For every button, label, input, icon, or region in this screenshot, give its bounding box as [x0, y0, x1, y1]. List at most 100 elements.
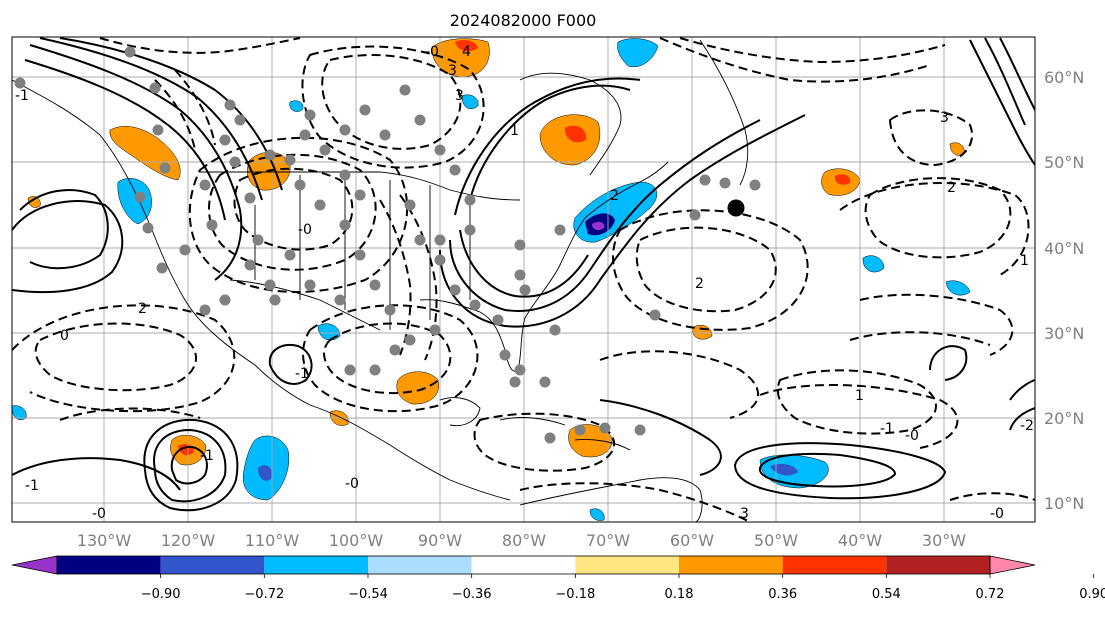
- solid-contour-arctic-east-2: [984, 37, 1026, 126]
- dashed-contour-east-us-1: [379, 199, 412, 356]
- colorbar-tick-label: 0.54: [872, 587, 901, 602]
- observation-dot: [334, 294, 346, 306]
- lon-label: 100°W: [329, 531, 384, 550]
- observation-dot: [514, 239, 526, 251]
- dashed-contour-north-canada-2: [301, 45, 485, 169]
- solid-contour-trop-pac-high-1: [153, 428, 227, 503]
- solid-contour-ridge-west-2: [24, 59, 226, 221]
- shade-blue-pnw: [117, 178, 152, 225]
- colorbar-tick-label: −0.54: [348, 587, 388, 602]
- shade-blue-small-6: [461, 94, 479, 109]
- colorbar-extend-left: [11, 555, 58, 575]
- observation-dot: [179, 244, 191, 256]
- dashed-contour-trop-pac-1: [59, 407, 201, 421]
- observation-dot: [389, 344, 401, 356]
- observation-dot: [492, 314, 504, 326]
- observation-dot: [399, 84, 411, 96]
- shade-red-north: [455, 40, 478, 52]
- observation-dot: [544, 432, 556, 444]
- solid-contour-trop-atl-high-1: [733, 442, 947, 500]
- solid-contour-mexico-low: [268, 344, 313, 385]
- observation-dot: [369, 364, 381, 376]
- observation-dot: [299, 129, 311, 141]
- dashed-contour-south-1: [519, 482, 751, 522]
- latitude-labels: 60°N 50°N 40°N 30°N 20°N 10°N: [1044, 68, 1084, 513]
- dashed-contour-atl-low-2: [864, 177, 1012, 259]
- observation-dot: [339, 169, 351, 181]
- shade-orange-gulf: [396, 371, 440, 405]
- lon-label: 50°W: [754, 531, 798, 550]
- observation-dot: [369, 279, 381, 291]
- dashed-contour-trough-west-1: [154, 69, 216, 151]
- dashed-contour-north-east-2: [679, 37, 946, 64]
- colorbar-tick-label: 0.36: [768, 587, 797, 602]
- contour-label: 3: [740, 506, 749, 522]
- observation-dot: [234, 114, 246, 126]
- colorbar-segment: [782, 556, 887, 574]
- solid-contour-trop-pac-south: [12, 457, 181, 491]
- observation-dot: [152, 124, 164, 136]
- dashed-contour-gulf-2: [302, 304, 479, 413]
- contour-label: 2: [610, 188, 619, 204]
- solid-contour-high-east-coast-3: [449, 119, 761, 312]
- observation-dot: [199, 179, 211, 191]
- coast-northeast: [584, 161, 669, 219]
- colorbar-tick-label: 0.90: [1079, 587, 1105, 602]
- dashed-contour-us-low-3: [188, 136, 409, 293]
- observation-dot: [269, 294, 281, 306]
- solid-contour-pacific-low-2: [12, 200, 124, 294]
- dashed-contour-us-low-1: [233, 167, 354, 251]
- lon-label: 60°W: [670, 531, 714, 550]
- observation-dot: [464, 194, 476, 206]
- observation-dot: [379, 129, 391, 141]
- dashed-contour-south-2: [949, 492, 1035, 501]
- lat-label: 60°N: [1044, 68, 1084, 87]
- lon-label: 120°W: [161, 531, 216, 550]
- shade-blue-small-1: [317, 323, 341, 341]
- lat-label: 10°N: [1044, 494, 1084, 513]
- contour-label: 3: [940, 110, 949, 126]
- observation-dot: [414, 114, 426, 126]
- map-frame: [11, 36, 1036, 523]
- shade-blue-north-east: [617, 38, 659, 68]
- observation-dot: [14, 77, 26, 89]
- contour-label: -1: [880, 421, 894, 437]
- chart-title: 2024082000 F000: [450, 11, 597, 30]
- observation-dot: [429, 324, 441, 336]
- observation-dot: [689, 209, 701, 221]
- colorbar-tick-label: 0.18: [665, 587, 694, 602]
- lon-label: 70°W: [586, 531, 630, 550]
- dashed-contour-trop-east-2: [849, 331, 991, 346]
- observation-dot: [206, 219, 218, 231]
- coast-west-north-america: [12, 79, 311, 406]
- observation-dot: [304, 109, 316, 121]
- observation-dot: [414, 234, 426, 246]
- dashed-contour-atl-mid-1: [635, 226, 777, 313]
- colorbar-segment: [368, 556, 472, 574]
- observation-dot: [519, 284, 531, 296]
- contour-label: 2: [695, 276, 704, 292]
- coast-yucatan: [439, 397, 481, 427]
- dashed-contour-north-east-1: [659, 37, 931, 83]
- observation-dot: [284, 154, 296, 166]
- contour-label: 1: [855, 388, 864, 404]
- coast-south-america: [519, 477, 703, 522]
- shade-blue-small-5: [289, 100, 304, 112]
- shade-orange-small-4: [27, 196, 41, 208]
- dashed-contour-atl-east-1: [776, 369, 937, 435]
- observation-dot: [719, 177, 731, 189]
- contour-label: 2: [947, 180, 956, 196]
- solid-contour-arctic-east-1: [969, 39, 1035, 166]
- solid-contour-trop-atl-high-2: [758, 452, 897, 488]
- solid-contour-ridge-west-1: [29, 44, 243, 281]
- colorbar-tick-labels: −0.90 −0.72 −0.54 −0.36 −0.18 0.18 0.36 0.54 0.7…: [141, 574, 1105, 602]
- observation-dot: [404, 199, 416, 211]
- contour-label: -0: [905, 428, 919, 444]
- contour-label: -1: [25, 478, 39, 494]
- observation-dot: [649, 309, 661, 321]
- colorbar-segment: [160, 556, 265, 574]
- contour-label: -0: [425, 44, 439, 60]
- observation-dot: [449, 164, 461, 176]
- contour-label: -1: [295, 366, 309, 382]
